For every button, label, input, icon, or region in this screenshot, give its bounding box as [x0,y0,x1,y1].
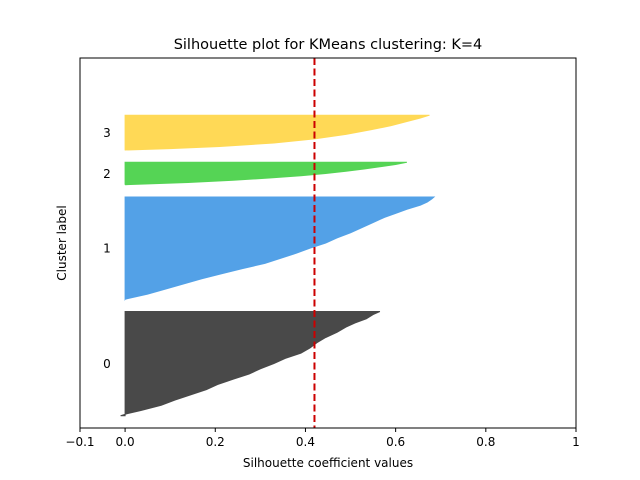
cluster-labels: 0 1 2 3 [103,126,111,371]
x-tick-label: −0.1 [65,435,94,449]
x-tick-label: 0.2 [206,435,225,449]
chart-title: Silhouette plot for KMeans clustering: K… [174,37,483,53]
x-axis-label: Silhouette coefficient values [243,456,413,470]
x-tick-label: 1 [572,435,580,449]
y-axis-label: Cluster label [55,205,69,280]
cluster-1-silhouette [124,196,436,302]
x-axis-ticks: −0.1 0.0 0.2 0.4 0.6 0.8 1 [65,428,580,449]
x-tick-label: 0.6 [386,435,405,449]
cluster-label-2: 2 [103,167,111,181]
cluster-3-silhouette [124,114,430,151]
x-tick-label: 0.4 [296,435,315,449]
cluster-label-0: 0 [103,357,111,371]
x-tick-label: 0.8 [476,435,495,449]
cluster-label-1: 1 [103,242,111,256]
x-tick-label: 0.0 [116,435,135,449]
axes-frame [79,57,577,429]
cluster-2-silhouette [124,161,407,186]
cluster-label-3: 3 [103,126,111,140]
